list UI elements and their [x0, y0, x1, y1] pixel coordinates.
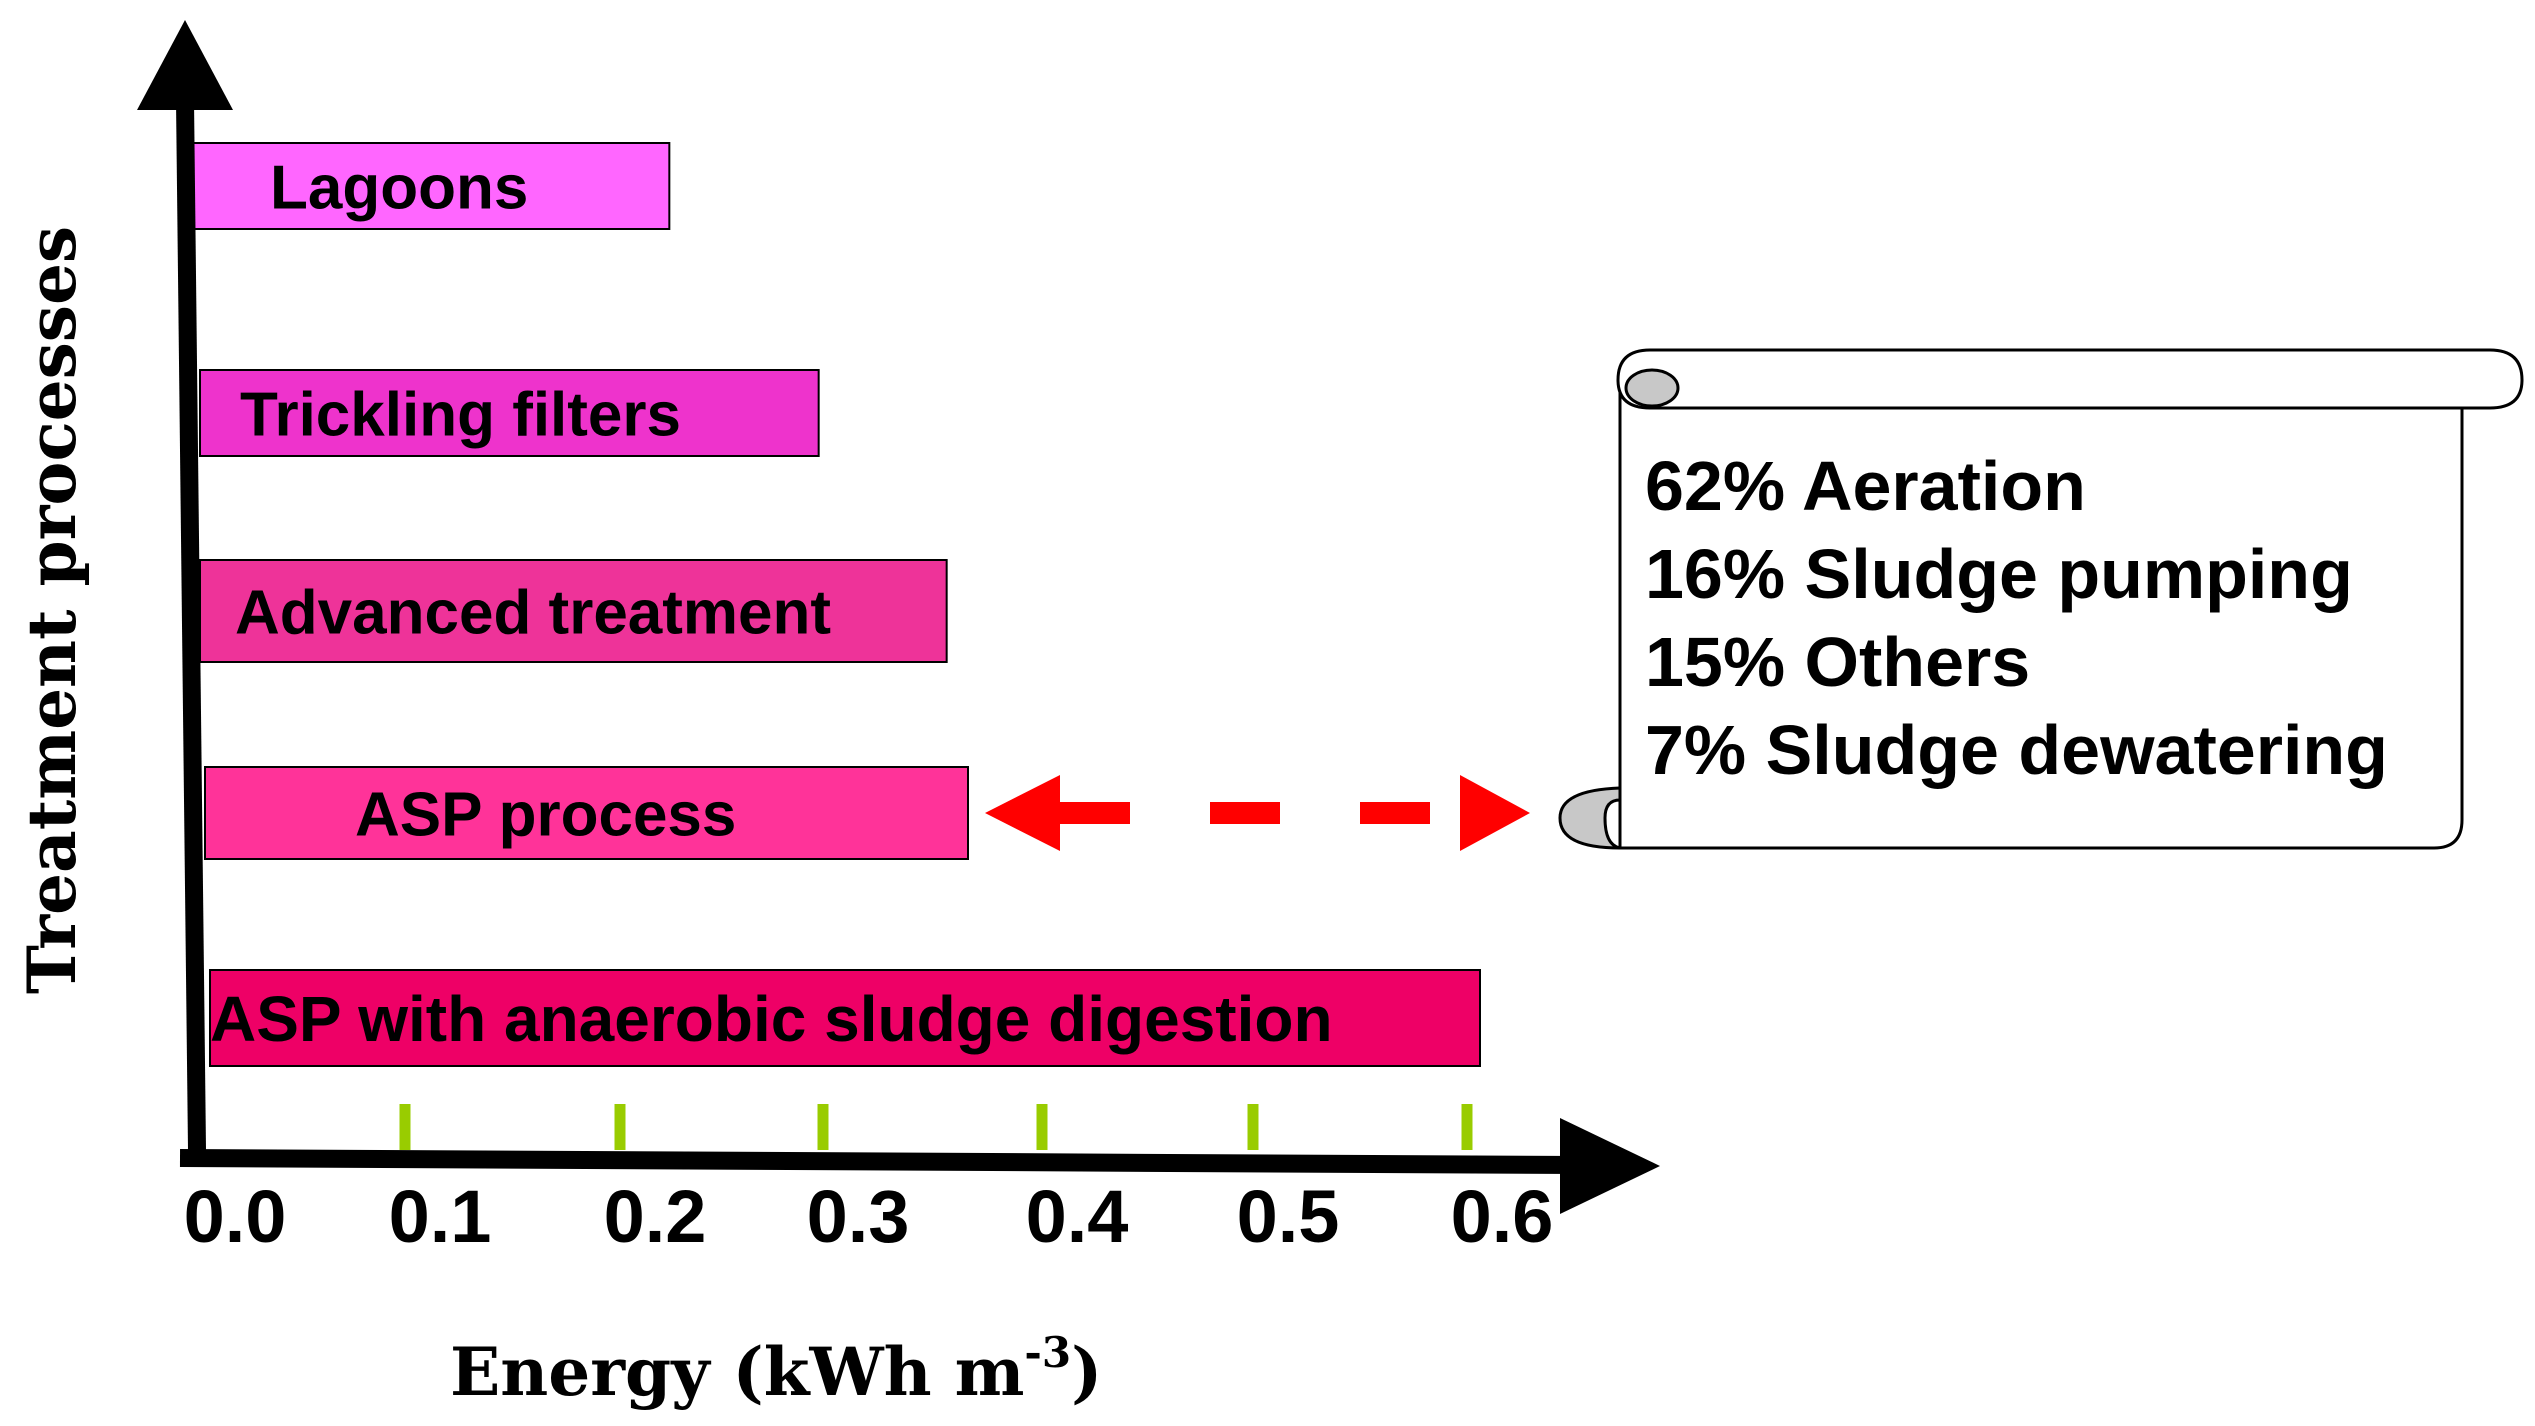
annotation-scroll: 62% Aeration 16% Sludge pumping 15% Othe…	[1558, 348, 2524, 850]
scroll-bottom-curl	[1558, 786, 1622, 850]
x-tick-labels-group: 0.0 0.1 0.2 0.3 0.4 0.5 0.6	[184, 1175, 1554, 1258]
x-tick-label: 0.1	[389, 1175, 492, 1258]
note-line-2: 16% Sludge pumping	[1645, 535, 2353, 613]
x-tick-label: 0.3	[807, 1175, 910, 1258]
bar-asp-process	[204, 766, 969, 860]
scroll-body	[1618, 378, 2464, 850]
bar-asp-with-anaerobic-sludge-digestion	[209, 969, 1481, 1067]
arrow-right-head	[1460, 775, 1530, 851]
x-tick-label: 0.5	[1237, 1175, 1340, 1258]
x-tick-label: 0.4	[1026, 1175, 1129, 1258]
x-axis-line	[179, 1149, 1581, 1174]
annotation-arrow	[985, 775, 1530, 851]
scroll-top-curl	[1624, 368, 1680, 408]
note-line-1: 62% Aeration	[1645, 447, 2086, 525]
x-tick-label: 0.0	[184, 1175, 287, 1258]
x-tick-label: 0.2	[604, 1175, 707, 1258]
scroll-top-roll	[1616, 348, 2524, 410]
y-axis-line	[176, 99, 206, 1151]
x-tick-label: 0.6	[1451, 1175, 1554, 1258]
note-line-3: 15% Others	[1645, 623, 2030, 701]
x-axis-title: Energy (kWh m-3)	[450, 1328, 1102, 1411]
x-ticks-group	[189, 1104, 1473, 1150]
arrow-left-head	[985, 775, 1060, 851]
bar-label: Trickling filters	[240, 380, 681, 449]
bar-label: Advanced treatment	[235, 578, 831, 647]
bar-lagoons	[192, 142, 671, 230]
x-axis-arrowhead	[1560, 1118, 1660, 1214]
bar-label: Lagoons	[270, 153, 528, 222]
bar-label: ASP process	[355, 780, 736, 849]
note-line-4: 7% Sludge dewatering	[1645, 711, 2388, 789]
bar-advanced-treatment	[199, 559, 948, 663]
bars-group: Lagoons Trickling filters Advanced treatme…	[192, 142, 1481, 1067]
bar-label: ASP with anaerobic sludge digestion	[210, 983, 1333, 1055]
bar-trickling-filters	[199, 369, 820, 457]
y-axis-title: Treatment processes	[13, 226, 91, 994]
y-axis-arrowhead	[137, 20, 233, 110]
